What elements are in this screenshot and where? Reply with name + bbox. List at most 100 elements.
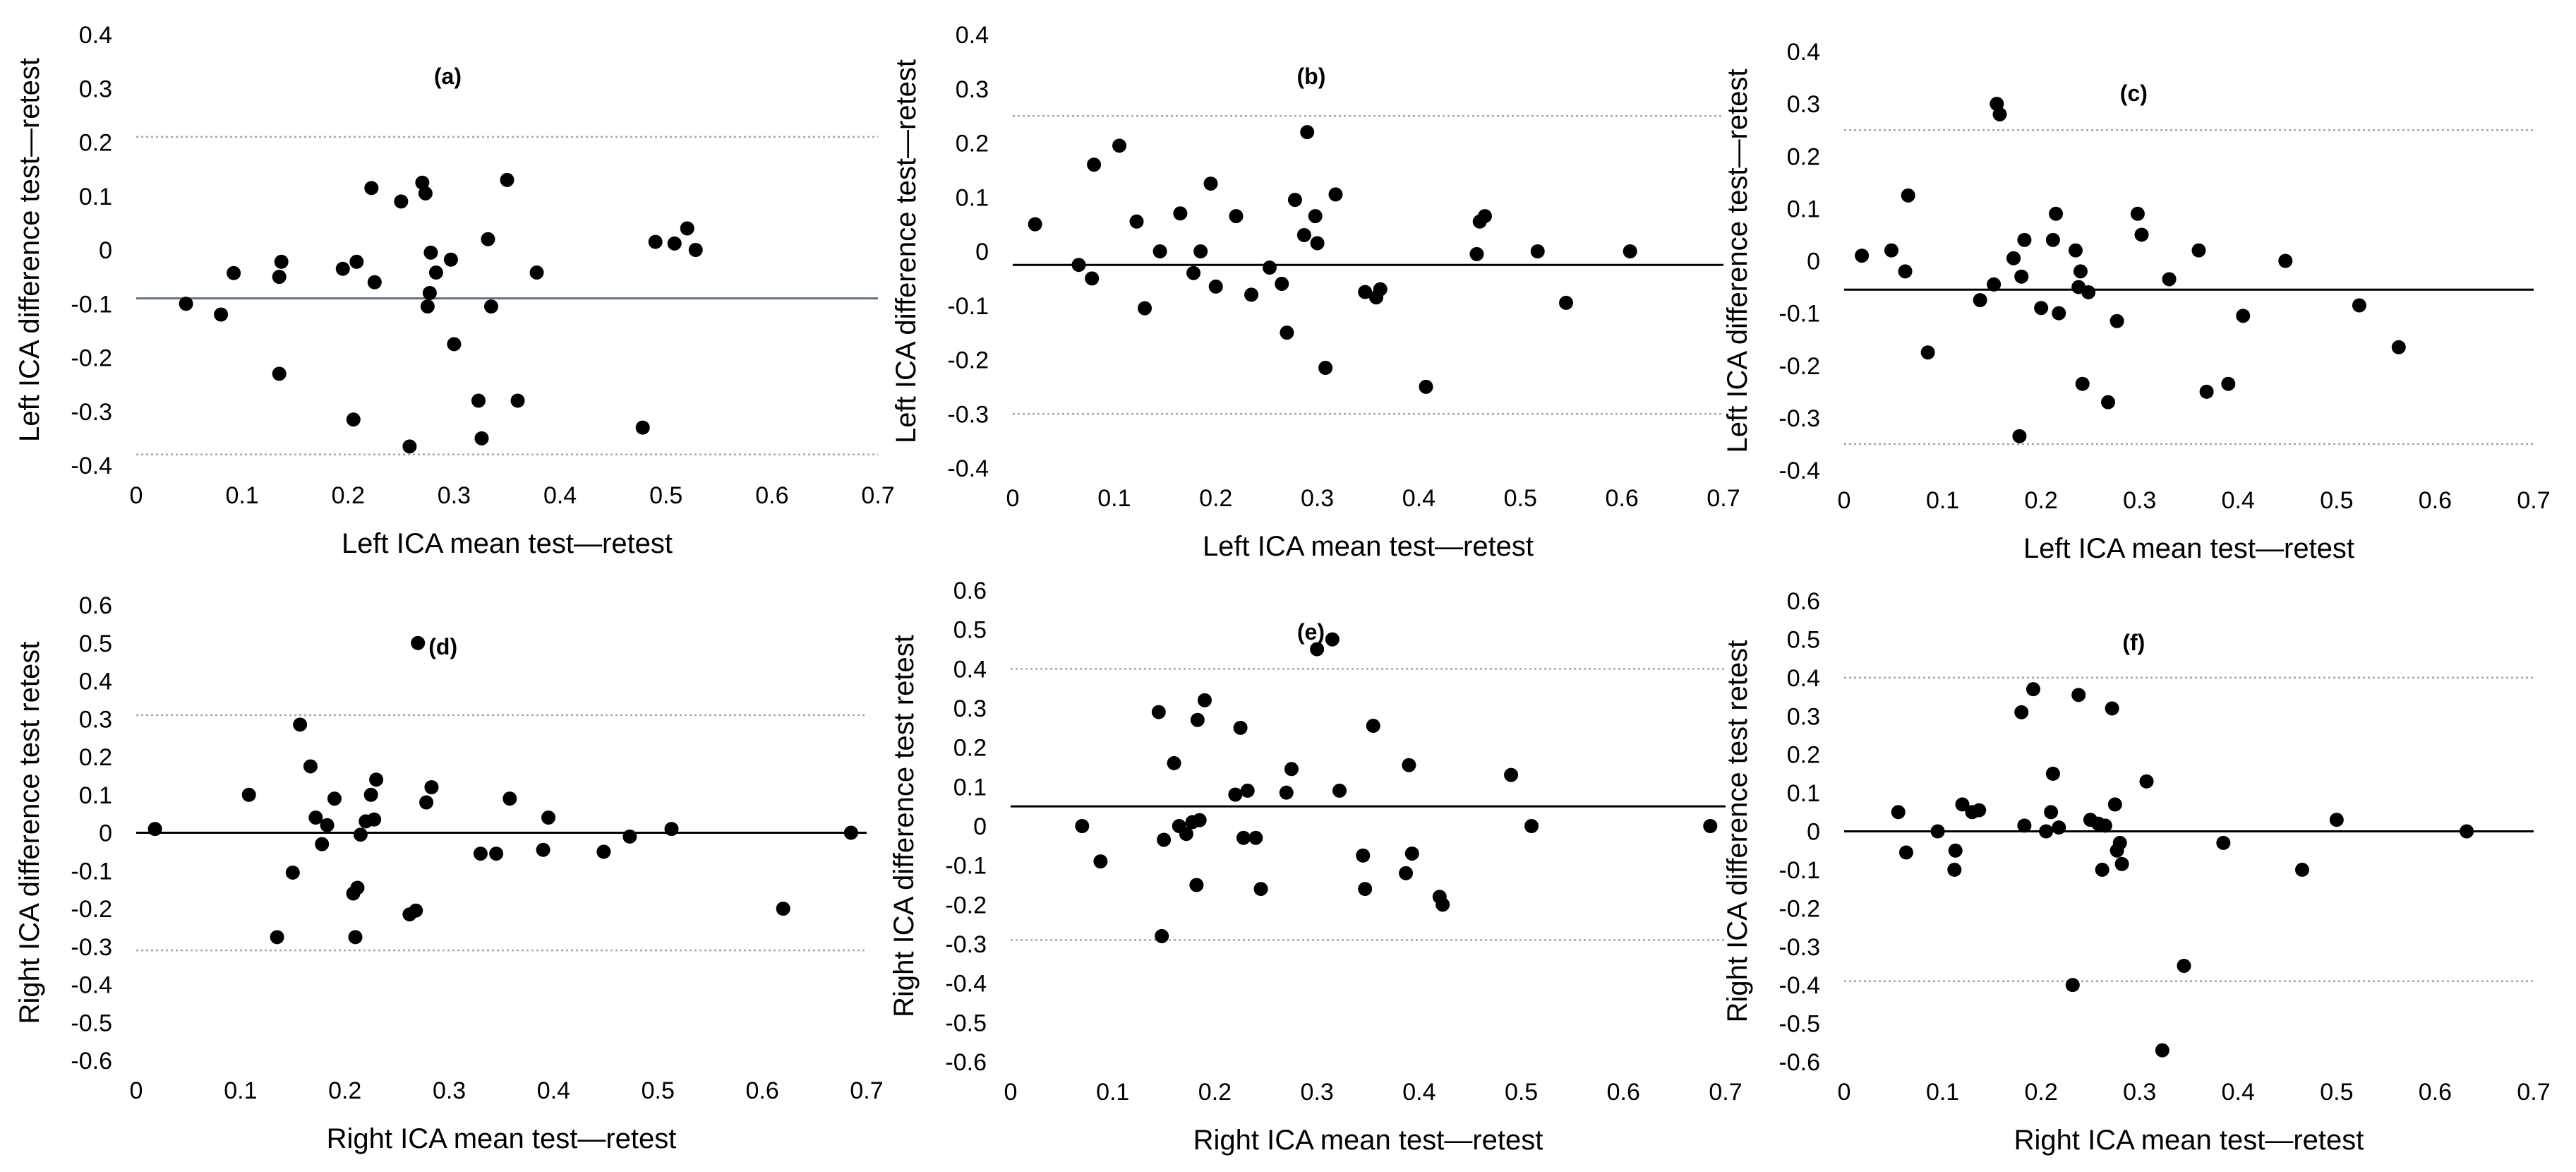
data-point [2044, 805, 2059, 820]
data-point [1310, 642, 1325, 657]
data-point [348, 930, 363, 945]
data-point [635, 420, 650, 435]
data-point [1248, 830, 1263, 845]
data-point [2097, 818, 2112, 833]
data-point [315, 837, 330, 851]
data-point [648, 234, 663, 249]
data-point [363, 787, 378, 802]
y-tick-label: 0.1 [1787, 780, 1820, 807]
data-point [2026, 682, 2040, 697]
data-point [2177, 958, 2191, 973]
data-point [1157, 832, 1172, 847]
data-point [1240, 783, 1255, 798]
data-point [1318, 361, 1333, 376]
data-point [1075, 819, 1090, 833]
data-point [349, 254, 364, 269]
data-point [471, 393, 486, 408]
x-tick-label: 0.2 [2025, 487, 2058, 514]
data-point [2460, 824, 2474, 839]
data-point [2014, 269, 2029, 284]
panel-label: (d) [428, 634, 457, 659]
data-point [1228, 787, 1243, 802]
data-point [179, 297, 193, 311]
x-tick-label: 0.3 [2123, 487, 2156, 514]
data-point [350, 880, 365, 895]
data-point [270, 930, 284, 945]
data-point [1233, 720, 1248, 735]
y-axis-title: Left ICA difference test—retest [1722, 69, 1753, 453]
data-point [320, 818, 335, 832]
data-point [502, 791, 517, 806]
panel-c: 0 0.1 0.2 0.3 0.4 0.5 0.6 0.7 -0.4 -0.3 -0.2 -0.1 0 0… [1722, 39, 2551, 564]
y-tick-label: -0.1 [1778, 301, 1820, 328]
x-tick-label: 0.5 [1505, 1079, 1538, 1106]
x-tick-label: 0 [130, 482, 143, 509]
data-point [364, 181, 379, 196]
data-point [2352, 298, 2366, 313]
data-point [418, 186, 433, 201]
y-tick-label: 0.5 [79, 630, 112, 657]
data-point [411, 635, 426, 650]
data-point [541, 811, 556, 825]
y-tick-label: 0.2 [79, 744, 112, 771]
y-tick-label: 0.2 [1787, 742, 1820, 769]
x-tick-label: 0.1 [224, 1077, 257, 1104]
data-point [2012, 429, 2027, 443]
y-axis-title: Right ICA difference test retest [889, 635, 920, 1017]
y-tick-label: -0.1 [1778, 857, 1820, 884]
y-tick-label: -0.5 [945, 1010, 987, 1036]
y-tick-label: -0.4 [1778, 972, 1820, 999]
y-tick-label: 0.3 [1787, 91, 1820, 118]
data-point [327, 791, 342, 806]
y-axis-title: Right ICA difference test retest [14, 642, 45, 1024]
y-tick-label: -0.2 [947, 347, 989, 374]
y-tick-label: 0.3 [79, 76, 112, 102]
data-point [1186, 265, 1201, 280]
data-point [353, 827, 368, 842]
data-point [1284, 762, 1299, 777]
y-tick-label: 0.4 [79, 22, 112, 49]
data-point [335, 261, 350, 276]
y-tick-label: -0.5 [71, 1010, 112, 1036]
data-point [367, 275, 382, 289]
data-point [1524, 819, 1539, 833]
data-point [1151, 705, 1166, 719]
x-tick-label: 0.5 [1504, 485, 1537, 512]
data-point [293, 717, 308, 732]
x-tick-label: 0.4 [1402, 1079, 1436, 1106]
data-point [272, 270, 287, 285]
data-point [529, 265, 544, 280]
panel-label: (c) [2120, 80, 2148, 106]
x-tick-label: 0.3 [433, 1077, 466, 1104]
data-point [1287, 193, 1302, 208]
data-point [402, 439, 417, 454]
data-point [2045, 766, 2060, 781]
data-point [2017, 818, 2032, 833]
panel-a: 0 0.1 0.2 0.3 0.4 0.5 0.6 0.7 -0.4 -0.3 -0.2 -0.1 0 0… [14, 22, 895, 559]
data-point [2081, 285, 2096, 299]
data-point [2109, 313, 2124, 328]
data-point [2034, 301, 2049, 316]
data-point [2101, 395, 2116, 409]
data-point [2199, 384, 2214, 399]
data-point [2075, 376, 2090, 391]
data-point [1189, 878, 1204, 892]
data-point [1155, 928, 1169, 943]
data-point [596, 844, 611, 859]
x-tick-label: 0.7 [861, 482, 894, 509]
data-point [1190, 712, 1205, 727]
data-point [1308, 209, 1323, 224]
data-point [274, 254, 289, 269]
data-point [1987, 277, 2002, 292]
data-point [1373, 282, 1388, 297]
y-tick-label: -0.4 [71, 453, 112, 479]
x-tick-label: 0.4 [2222, 1079, 2255, 1106]
data-point [2052, 306, 2066, 321]
x-tick-label: 0.3 [438, 482, 471, 509]
data-point [367, 812, 382, 827]
x-tick-label: 0.6 [746, 1077, 779, 1104]
y-tick-label: 0.4 [956, 22, 989, 49]
data-point [1356, 848, 1371, 863]
data-point [420, 299, 435, 314]
data-point [1402, 758, 1416, 772]
